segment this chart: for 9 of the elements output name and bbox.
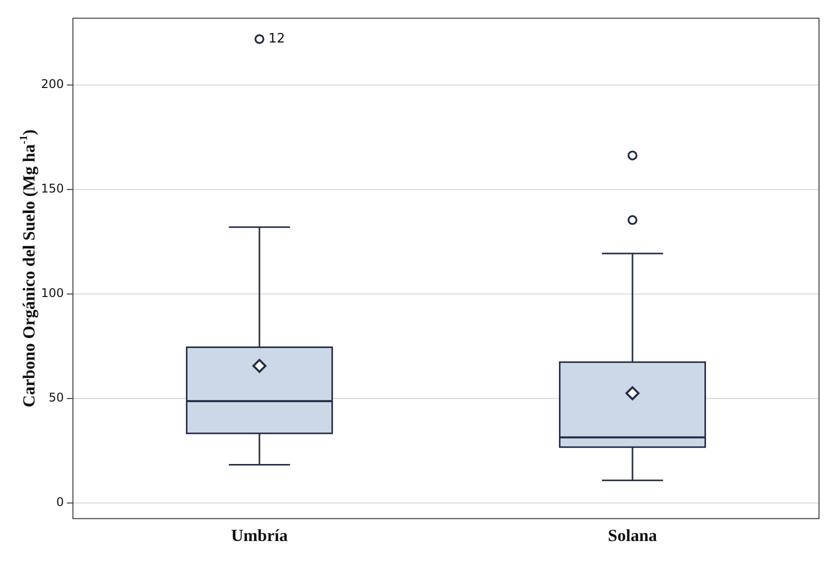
x-tick-label: Solana	[608, 526, 658, 546]
y-axis-title: Carbono Orgánico del Suelo (Mg ha-1)	[18, 129, 38, 408]
y-tick-label: 100	[41, 286, 64, 300]
y-tick-label: 50	[48, 390, 64, 405]
y-tick-label: 150	[41, 182, 64, 196]
y-tick-label: 200	[41, 77, 64, 92]
x-tick-label: Umbría	[231, 526, 288, 546]
annotation: 12	[268, 31, 285, 46]
y-tick-label: 0	[56, 495, 64, 510]
